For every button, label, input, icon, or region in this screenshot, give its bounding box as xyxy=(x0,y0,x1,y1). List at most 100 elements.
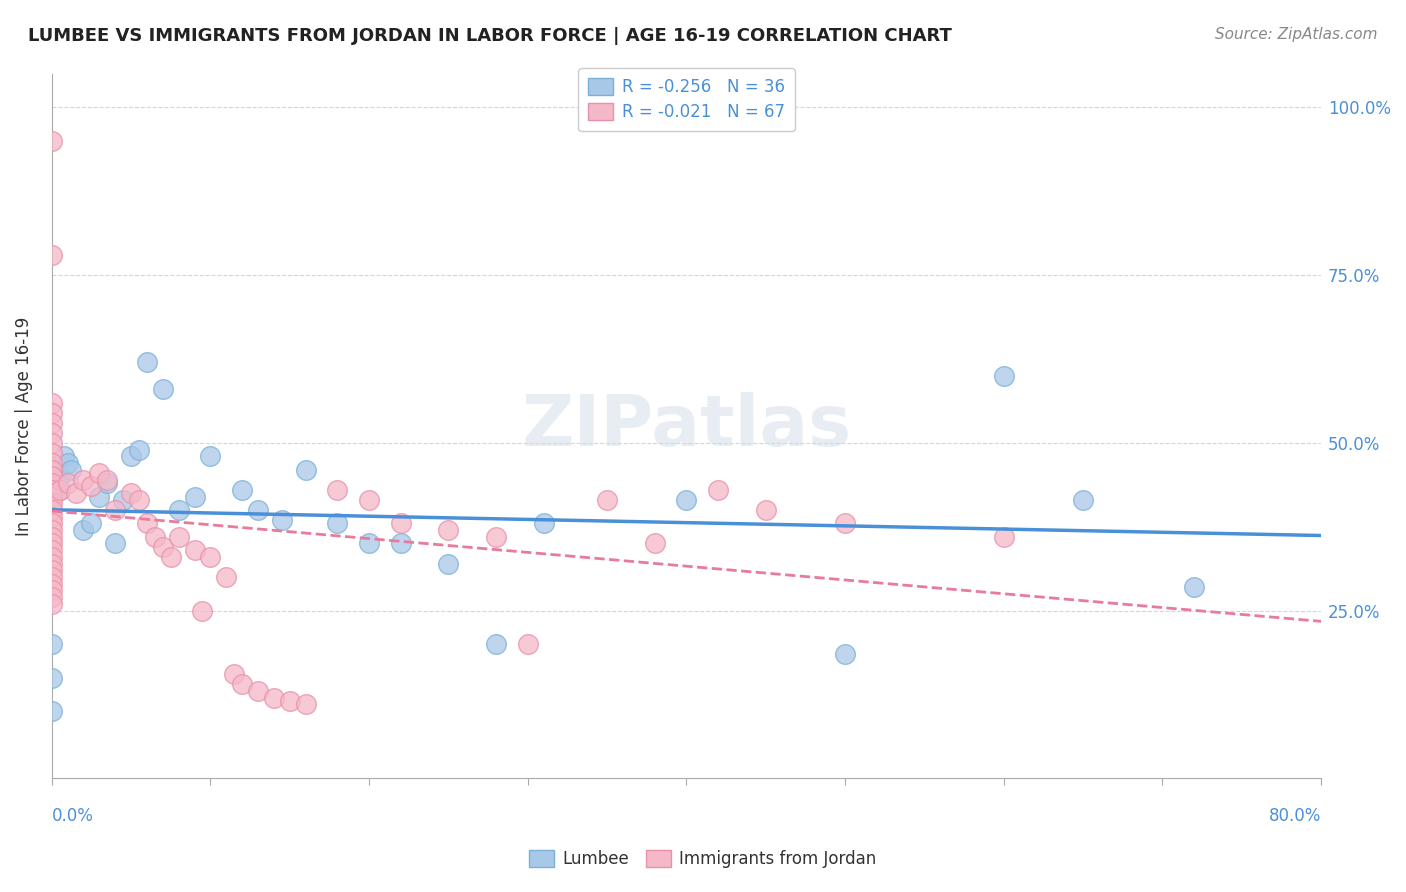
Point xyxy=(270,513,292,527)
Point xyxy=(41,490,63,504)
Point xyxy=(41,483,63,497)
Point xyxy=(53,450,76,464)
Legend: Lumbee, Immigrants from Jordan: Lumbee, Immigrants from Jordan xyxy=(523,843,883,875)
Point xyxy=(1182,580,1205,594)
Point xyxy=(89,490,111,504)
Point xyxy=(294,698,316,712)
Point xyxy=(41,549,63,564)
Point xyxy=(72,473,94,487)
Y-axis label: In Labor Force | Age 16-19: In Labor Force | Age 16-19 xyxy=(15,317,32,536)
Point xyxy=(224,667,246,681)
Point xyxy=(41,469,63,483)
Point xyxy=(56,476,79,491)
Point xyxy=(755,503,778,517)
Point xyxy=(48,483,70,497)
Point xyxy=(485,637,508,651)
Point xyxy=(96,476,118,491)
Text: Source: ZipAtlas.com: Source: ZipAtlas.com xyxy=(1215,27,1378,42)
Point xyxy=(104,503,127,517)
Point xyxy=(59,463,82,477)
Point xyxy=(136,516,159,531)
Point xyxy=(191,603,214,617)
Point xyxy=(389,536,412,550)
Point xyxy=(56,456,79,470)
Point xyxy=(120,486,142,500)
Point xyxy=(183,490,205,504)
Point xyxy=(294,463,316,477)
Point xyxy=(41,704,63,718)
Point xyxy=(359,492,381,507)
Point xyxy=(41,406,63,420)
Point xyxy=(136,355,159,369)
Point xyxy=(41,134,63,148)
Point xyxy=(152,540,174,554)
Point xyxy=(675,492,697,507)
Point xyxy=(993,530,1015,544)
Point xyxy=(41,637,63,651)
Point xyxy=(278,694,301,708)
Point xyxy=(41,543,63,558)
Point xyxy=(41,476,63,491)
Point xyxy=(65,486,87,500)
Point xyxy=(533,516,555,531)
Point xyxy=(89,466,111,480)
Point xyxy=(104,536,127,550)
Point xyxy=(231,483,253,497)
Point xyxy=(41,425,63,440)
Point xyxy=(1071,492,1094,507)
Point xyxy=(200,549,222,564)
Point xyxy=(485,530,508,544)
Point xyxy=(41,563,63,577)
Point xyxy=(41,435,63,450)
Point xyxy=(120,450,142,464)
Point xyxy=(41,570,63,584)
Point xyxy=(326,483,349,497)
Point xyxy=(993,368,1015,383)
Point xyxy=(41,583,63,598)
Point xyxy=(183,543,205,558)
Point xyxy=(41,456,63,470)
Point xyxy=(112,492,135,507)
Point xyxy=(41,509,63,524)
Point xyxy=(41,516,63,531)
Point xyxy=(834,516,856,531)
Point xyxy=(359,536,381,550)
Point xyxy=(41,463,63,477)
Point xyxy=(96,473,118,487)
Text: ZIPatlas: ZIPatlas xyxy=(522,392,852,460)
Point xyxy=(159,549,181,564)
Point xyxy=(263,690,285,705)
Point xyxy=(143,530,166,544)
Point xyxy=(326,516,349,531)
Point xyxy=(167,530,190,544)
Point xyxy=(41,590,63,604)
Point xyxy=(215,570,238,584)
Point xyxy=(41,395,63,409)
Point xyxy=(152,382,174,396)
Point xyxy=(437,523,460,537)
Point xyxy=(128,492,150,507)
Point xyxy=(41,248,63,262)
Text: 0.0%: 0.0% xyxy=(52,806,94,824)
Point xyxy=(437,557,460,571)
Point xyxy=(41,576,63,591)
Point xyxy=(41,597,63,611)
Point xyxy=(41,530,63,544)
Point xyxy=(707,483,730,497)
Point xyxy=(247,503,270,517)
Point xyxy=(48,469,70,483)
Point xyxy=(41,671,63,685)
Legend: R = -0.256   N = 36, R = -0.021   N = 67: R = -0.256 N = 36, R = -0.021 N = 67 xyxy=(578,68,794,131)
Point xyxy=(41,557,63,571)
Point xyxy=(48,483,70,497)
Point xyxy=(247,684,270,698)
Text: 80.0%: 80.0% xyxy=(1268,806,1322,824)
Point xyxy=(80,479,103,493)
Point xyxy=(644,536,666,550)
Point xyxy=(231,677,253,691)
Point xyxy=(834,647,856,661)
Point xyxy=(41,496,63,510)
Point xyxy=(80,516,103,531)
Point xyxy=(596,492,619,507)
Point xyxy=(41,536,63,550)
